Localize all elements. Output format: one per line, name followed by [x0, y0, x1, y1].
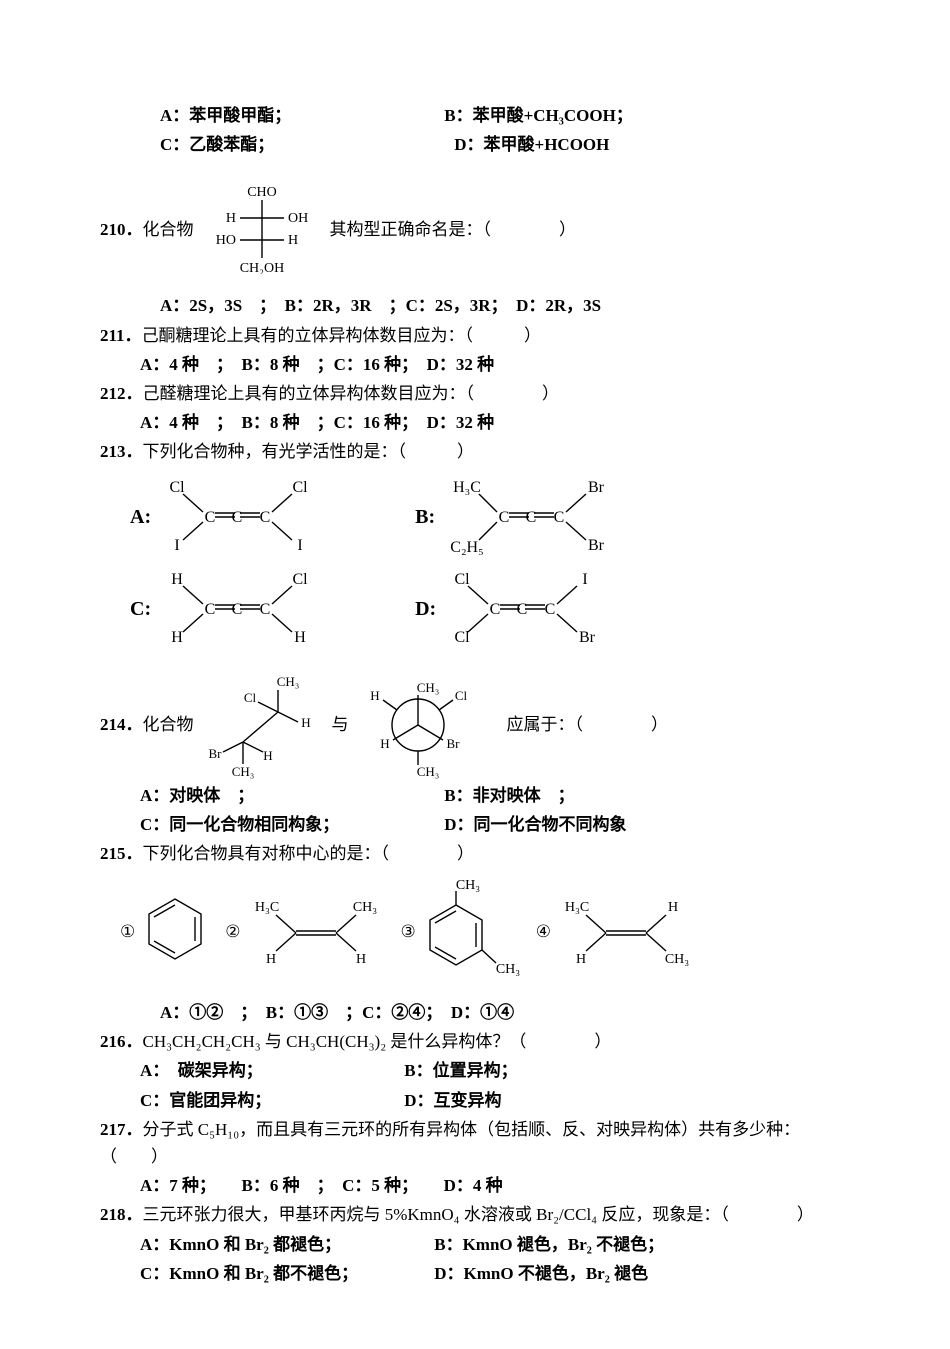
q209-opt-d: D：苯甲酸+HCOOH [454, 135, 609, 154]
q215-s3-svg: CH₃ CH₃ [416, 877, 526, 987]
svg-text:C: C [517, 601, 528, 618]
svg-text:Cl: Cl [293, 571, 309, 588]
svg-text:Br: Br [579, 629, 596, 646]
svg-text:H₃C: H₃C [453, 479, 481, 496]
q210-fischer-svg: CHO H OH HO H CH₂OH [202, 184, 322, 274]
svg-text:C: C [490, 601, 501, 618]
svg-text:I: I [583, 571, 588, 588]
q209-opt-c: C：乙酸苯酯； [160, 131, 450, 158]
svg-text:CH₂OH: CH₂OH [239, 261, 284, 274]
svg-text:I: I [297, 537, 302, 554]
svg-text:I: I [174, 537, 179, 554]
q210-stem1: 化合物 [143, 216, 194, 243]
svg-text:H: H [265, 952, 275, 967]
q213-b-svg: C C C H₃C C₂H₅ Br Br [439, 472, 689, 562]
q217: 217．分子式 C₅H₁₀，而且具有三元环的所有异构体（包括顺、反、对映异构体）… [100, 1116, 850, 1170]
svg-text:OH: OH [288, 211, 308, 226]
svg-text:H: H [288, 233, 298, 248]
q214-newman-svg: CH₃ H Br Cl H CH₃ [353, 670, 483, 780]
svg-text:H: H [380, 736, 389, 751]
svg-text:H: H [294, 629, 306, 646]
svg-text:Br: Br [588, 537, 605, 554]
svg-text:CH₃: CH₃ [416, 680, 439, 695]
svg-text:H: H [171, 571, 183, 588]
svg-text:Cl: Cl [293, 479, 309, 496]
q209-options-row1: A：苯甲酸甲酯； B：苯甲酸+CH₃COOH； [100, 102, 850, 129]
q215-s1-svg [135, 887, 215, 977]
svg-text:C: C [545, 601, 556, 618]
q210-opts: A：2S，3S ； B：2R，3R ；C：2S，3R； D：2R，3S [100, 292, 850, 319]
svg-text:C: C [205, 509, 216, 526]
svg-text:C: C [260, 601, 271, 618]
q210: 210． 化合物 CHO H OH HO H CH₂OH 其构型正确命名是：（ … [100, 184, 850, 274]
svg-text:H: H [355, 952, 365, 967]
svg-text:H₃C: H₃C [254, 900, 278, 915]
svg-text:C: C [526, 509, 537, 526]
svg-text:HO: HO [215, 233, 235, 248]
q210-num: 210． [100, 216, 143, 243]
q213-row2: C: C C C H H Cl H D: C C C Cl Cl I Br [130, 564, 850, 654]
q211: 211．己酮糖理论上具有的立体异构体数目应为：（ ） [100, 322, 850, 349]
q209-opt-a: A：苯甲酸甲酯； [160, 102, 440, 129]
q218: 218．三元环张力很大，甲基环丙烷与 5%KmnO₄ 水溶液或 Br₂/CCl₄… [100, 1201, 850, 1228]
svg-text:H: H [225, 211, 235, 226]
svg-text:C: C [232, 601, 243, 618]
svg-text:C: C [205, 601, 216, 618]
svg-text:CH₃: CH₃ [352, 900, 376, 915]
q213-d-svg: C C C Cl Cl I Br [440, 564, 690, 654]
q212: 212．己醛糖理论上具有的立体异构体数目应为：（ ） [100, 380, 850, 407]
svg-text:C₂H₅: C₂H₅ [450, 539, 483, 556]
svg-text:C: C [232, 509, 243, 526]
q209-opt-b: B：苯甲酸+CH₃COOH； [444, 106, 633, 125]
svg-text:CH₃: CH₃ [456, 878, 480, 893]
svg-text:H₃C: H₃C [565, 900, 589, 915]
svg-text:Cl: Cl [455, 629, 471, 646]
svg-text:Br: Br [208, 746, 222, 761]
svg-text:Cl: Cl [243, 690, 256, 705]
svg-text:CH₃: CH₃ [416, 764, 439, 779]
q213-c-svg: C C C H H Cl H [155, 564, 395, 654]
svg-text:H: H [171, 629, 183, 646]
q215: 215．下列化合物具有对称中心的是：（ ） [100, 840, 850, 867]
svg-text:C: C [554, 509, 565, 526]
svg-text:H: H [668, 900, 678, 915]
f-top: CHO [247, 185, 277, 200]
q213-a-svg: C C C Cl I Cl I [155, 472, 395, 562]
svg-text:C: C [499, 509, 510, 526]
svg-text:Cl: Cl [455, 571, 471, 588]
svg-text:CH₃: CH₃ [231, 764, 254, 779]
svg-text:C: C [260, 509, 271, 526]
svg-text:CH₃: CH₃ [496, 962, 520, 977]
svg-text:Br: Br [446, 736, 460, 751]
svg-text:CH₃: CH₃ [665, 952, 689, 967]
svg-text:H: H [370, 688, 379, 703]
q215-s4-svg: H₃C H H CH₃ [551, 887, 701, 977]
q213-row1: A: C C C Cl I Cl I B: C C C H₃C C₂H₅ Br … [130, 472, 850, 562]
svg-text:Cl: Cl [170, 479, 186, 496]
q216: 216．CH₃CH₂CH₂CH₃ 与 CH₃CH(CH₃)₂ 是什么异构体？（ … [100, 1028, 850, 1055]
svg-text:Br: Br [588, 479, 605, 496]
q215-s2-svg: H₃C CH₃ H H [241, 887, 391, 977]
svg-text:Cl: Cl [454, 688, 467, 703]
svg-text:H: H [263, 748, 272, 763]
q209-options-row2: C：乙酸苯酯； D：苯甲酸+HCOOH [100, 131, 850, 158]
svg-text:H: H [576, 952, 586, 967]
q215-structures: ① ② H₃C CH₃ H H ③ CH₃ CH₃ ④ H₃C [120, 877, 850, 987]
q210-stem2: 其构型正确命名是：（ ） [330, 216, 577, 243]
q214: 214． 化合物 CH₃ H CH₃ Br H Cl 与 CH₃ H Br Cl… [100, 670, 850, 780]
svg-text:CH₃: CH₃ [276, 674, 299, 689]
q214-sawhorse-svg: CH₃ H CH₃ Br H Cl [198, 670, 328, 780]
svg-text:H: H [301, 715, 310, 730]
q213: 213．下列化合物种，有光学活性的是：（ ） [100, 438, 850, 465]
